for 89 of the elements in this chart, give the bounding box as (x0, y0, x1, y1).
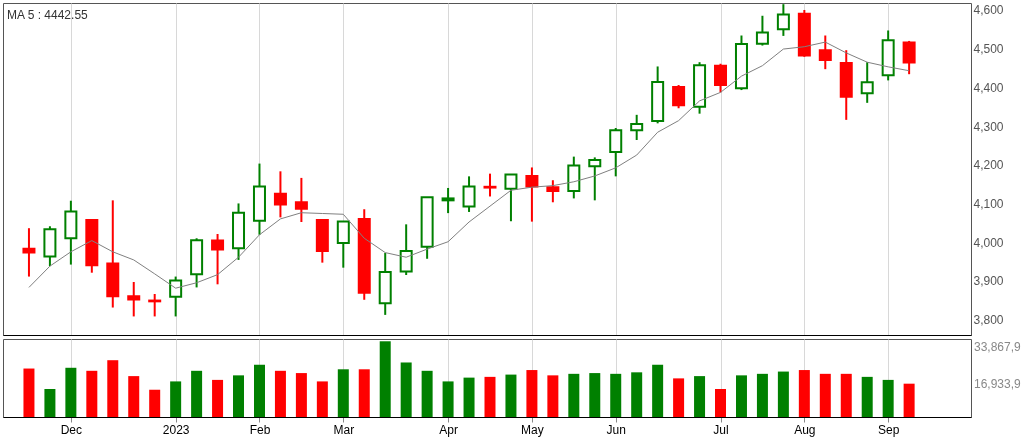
bar (86, 370, 98, 417)
candlestick (504, 173, 518, 223)
bar (170, 381, 182, 417)
candlestick (755, 14, 769, 47)
bar (840, 373, 852, 417)
y-tick-label: 4,100 (973, 196, 1004, 211)
bar (861, 376, 873, 417)
y-tick-label: 4,600 (973, 3, 1004, 18)
candlestick (588, 156, 602, 202)
y-tick-label: 4,200 (973, 158, 1004, 173)
bar (191, 370, 203, 417)
candlestick (399, 223, 413, 277)
bar (652, 364, 664, 417)
bar (694, 376, 706, 417)
candlestick (169, 275, 183, 318)
bar (421, 370, 433, 417)
bar (358, 369, 370, 417)
bar (44, 388, 56, 417)
candlestick (294, 176, 308, 224)
candlestick (525, 166, 539, 223)
candlestick (630, 113, 644, 141)
bar (631, 372, 643, 417)
bar (442, 381, 454, 417)
text: MA 5 : 4442.55 (7, 8, 89, 22)
bar (337, 369, 349, 417)
y-tick-label: 4,500 (973, 42, 1004, 57)
candlestick (441, 186, 455, 215)
y-tick-label: 3,900 (973, 274, 1004, 289)
candlestick (714, 62, 728, 94)
bar (882, 379, 894, 417)
bar (589, 373, 601, 417)
bar (484, 376, 496, 417)
bar (128, 376, 140, 417)
candlestick (462, 175, 476, 213)
x-tick-label: Apr (439, 422, 458, 437)
y-tick-label: 4,000 (973, 235, 1004, 250)
bar (463, 377, 475, 417)
bar (295, 373, 307, 417)
bar (735, 375, 747, 417)
text: 16,933,9 (974, 377, 1022, 391)
bar (149, 389, 161, 417)
candlestick (818, 34, 832, 71)
bar (610, 373, 622, 417)
y-tick-label: 3,800 (973, 313, 1004, 328)
candlestick (22, 227, 36, 278)
bar (379, 341, 391, 417)
candlestick (609, 126, 623, 178)
bar (65, 367, 77, 417)
x-tick-label: Jun (606, 422, 626, 437)
bar (568, 373, 580, 417)
bar (756, 373, 768, 417)
bar (547, 375, 559, 417)
bar (673, 378, 685, 417)
bar (253, 364, 265, 417)
x-tick-label: Jul (713, 422, 729, 437)
y-tick-label: 4,400 (973, 80, 1004, 95)
candlestick (483, 172, 497, 198)
bar (526, 370, 538, 417)
x-tick-label: Mar (333, 422, 355, 437)
candlestick (211, 233, 225, 286)
bar (316, 381, 328, 417)
candlestick (546, 179, 560, 204)
bar (274, 370, 286, 417)
candlestick (127, 280, 141, 318)
bar (400, 362, 412, 417)
bar (798, 370, 810, 417)
x-tick-label: Dec (60, 422, 83, 437)
candlestick (672, 84, 686, 110)
candlestick (902, 39, 916, 76)
bar (233, 375, 245, 417)
candlestick (273, 170, 287, 219)
bar (777, 371, 789, 417)
candlestick (776, 3, 790, 37)
bar (505, 374, 517, 417)
bar (23, 368, 35, 417)
bar (819, 373, 831, 417)
x-tick-label: May (521, 422, 544, 437)
bar (903, 383, 915, 417)
x-tick-label: Feb (249, 422, 271, 437)
x-tick-label: Aug (794, 422, 816, 437)
candlestick (860, 61, 874, 104)
bar (715, 388, 727, 417)
y-tick-label: 4,300 (973, 119, 1004, 134)
candlestick (336, 220, 350, 269)
bar (212, 379, 224, 417)
bar (107, 360, 119, 417)
x-tick-label: Sep (877, 422, 900, 437)
x-tick-label: 2023 (162, 422, 190, 437)
text: 33,867,9 (974, 340, 1022, 354)
